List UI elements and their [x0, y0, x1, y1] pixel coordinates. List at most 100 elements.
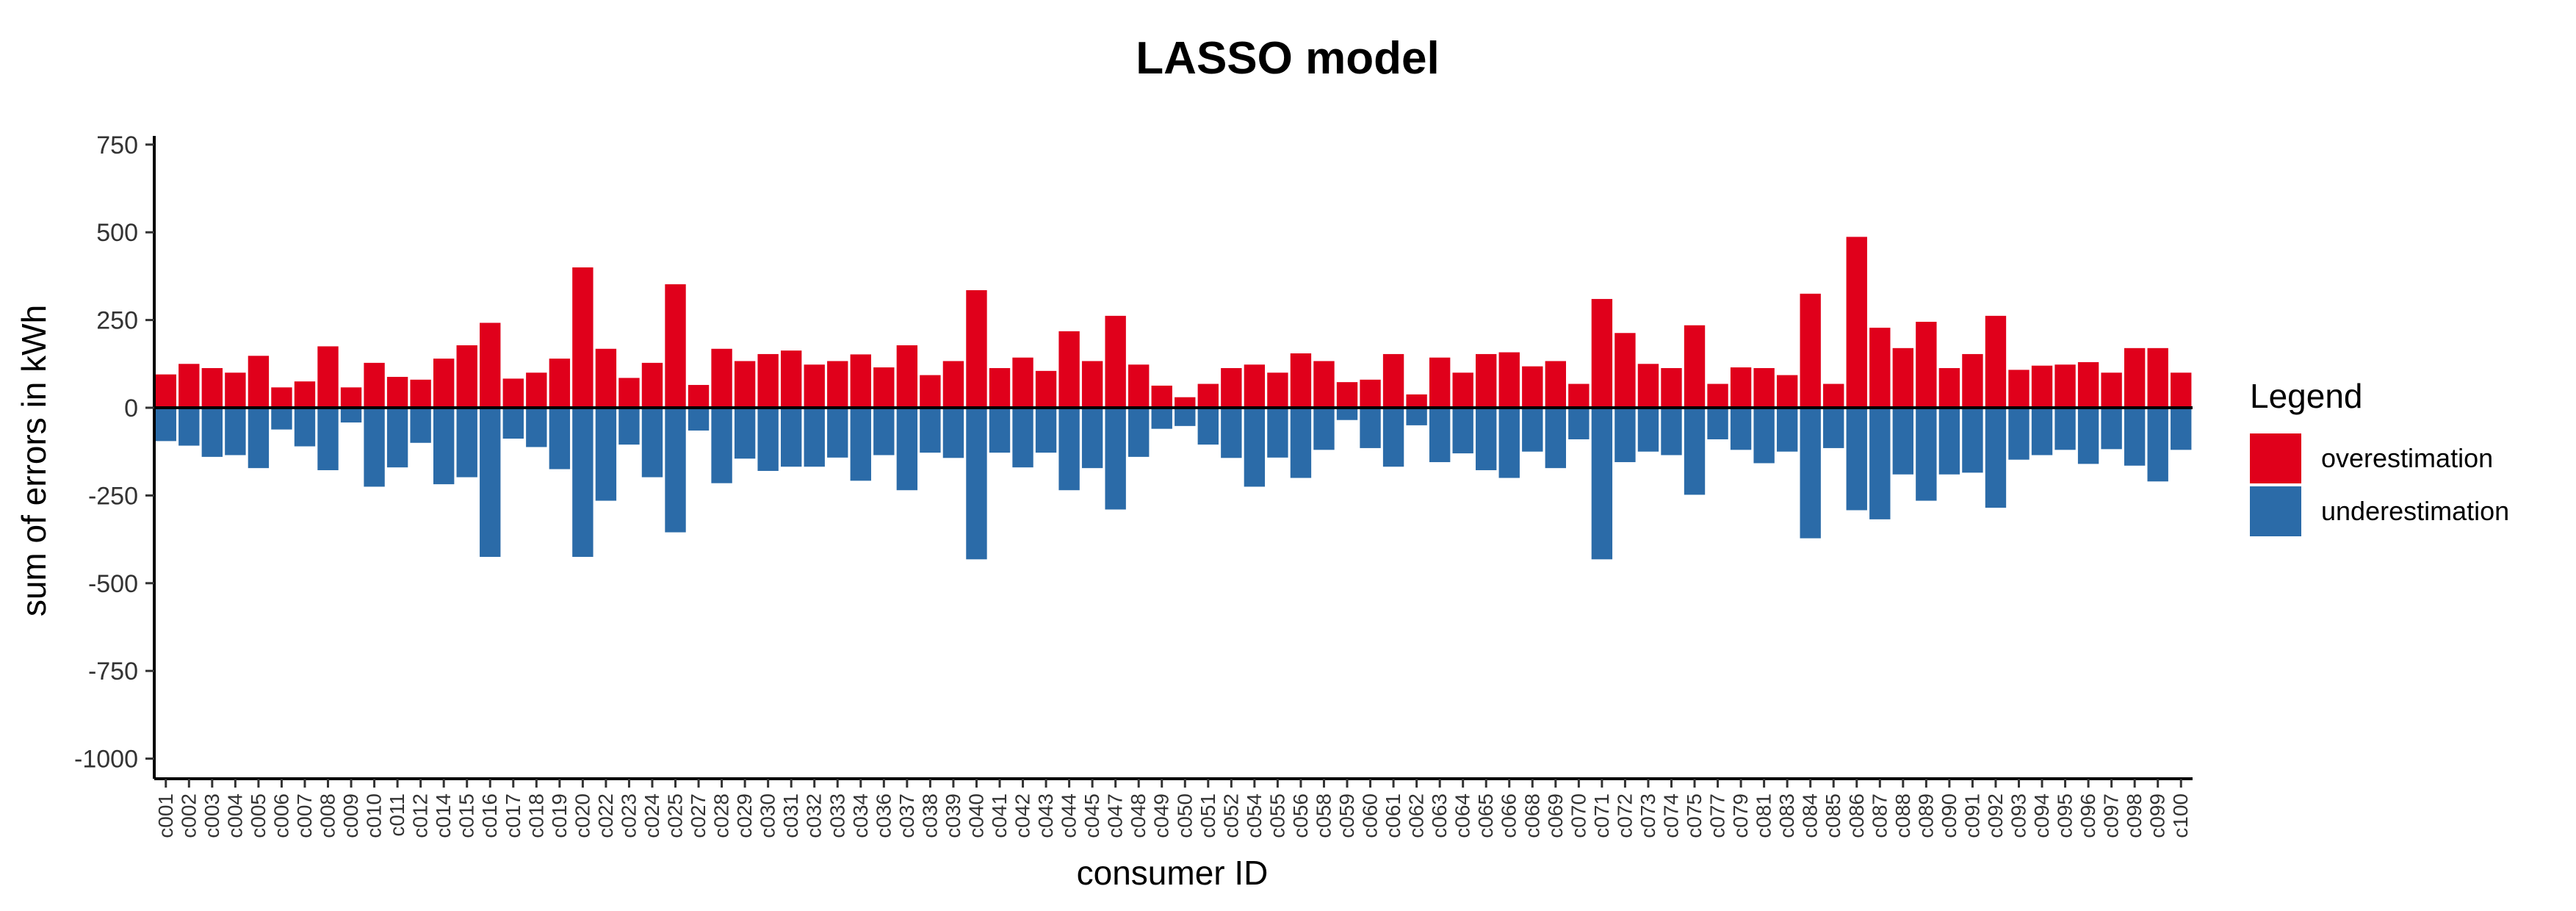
x-tick-label: c085 [1822, 793, 1844, 838]
bar-underestimation-c085 [1823, 408, 1844, 448]
bar-overestimation-c025 [665, 284, 686, 408]
bar-overestimation-c081 [1753, 368, 1775, 408]
x-tick-label: c027 [687, 793, 710, 838]
x-tick-label: c008 [317, 793, 339, 838]
bar-underestimation-c072 [1614, 408, 1636, 463]
bar-underestimation-c069 [1545, 408, 1566, 469]
bar-overestimation-c041 [989, 368, 1011, 408]
bar-underestimation-c056 [1290, 408, 1312, 478]
x-tick-label: c043 [1034, 793, 1057, 838]
bar-overestimation-c006 [271, 387, 292, 408]
bar-overestimation-c049 [1151, 385, 1172, 408]
bar-underestimation-c016 [480, 408, 501, 557]
bar-overestimation-c069 [1545, 361, 1566, 408]
bar-overestimation-c084 [1800, 293, 1821, 408]
bar-overestimation-c047 [1105, 315, 1126, 408]
x-tick-label: c074 [1659, 793, 1682, 838]
bar-underestimation-c087 [1869, 408, 1891, 519]
x-tick-label: c056 [1289, 793, 1312, 838]
x-tick-label: c094 [2030, 793, 2053, 838]
bar-underestimation-c060 [1360, 408, 1381, 448]
bar-overestimation-c030 [757, 353, 779, 408]
bar-overestimation-c032 [804, 364, 825, 408]
bar-overestimation-c028 [711, 348, 732, 408]
x-tick-label: c034 [849, 793, 872, 838]
bar-underestimation-c098 [2124, 408, 2146, 466]
legend: Legend overestimation underestimation [2250, 377, 2509, 536]
bar-underestimation-c018 [526, 408, 547, 447]
bar-underestimation-c100 [2171, 408, 2192, 450]
bar-overestimation-c034 [850, 354, 871, 408]
x-axis-title: consumer ID [1077, 854, 1269, 892]
bar-overestimation-c039 [942, 361, 964, 408]
x-tick-label: c073 [1637, 793, 1659, 838]
bar-underestimation-c008 [317, 408, 339, 471]
bar-overestimation-c029 [734, 361, 756, 408]
bar-overestimation-c038 [920, 375, 941, 408]
bar-overestimation-c073 [1637, 364, 1659, 408]
bar-overestimation-c055 [1267, 372, 1288, 408]
bar-underestimation-c071 [1591, 408, 1613, 560]
x-tick-label: c084 [1799, 793, 1822, 838]
bar-overestimation-c011 [386, 376, 408, 408]
bar-underestimation-c023 [618, 408, 640, 445]
x-tick-label: c077 [1706, 793, 1729, 838]
bar-overestimation-c056 [1290, 353, 1312, 408]
x-tick-label: c063 [1428, 793, 1451, 838]
bar-underestimation-c019 [549, 408, 571, 469]
x-tick-label: c042 [1011, 793, 1034, 838]
bar-underestimation-c064 [1452, 408, 1473, 454]
x-tick-label: c039 [942, 793, 964, 838]
bar-underestimation-c096 [2077, 408, 2099, 464]
x-tick-label: c030 [757, 793, 779, 838]
bar-overestimation-c005 [248, 356, 270, 408]
x-tick-label: c032 [803, 793, 826, 838]
bar-underestimation-c089 [1916, 408, 1937, 501]
bar-overestimation-c100 [2171, 372, 2192, 408]
bar-underestimation-c032 [804, 408, 825, 467]
bar-overestimation-c061 [1382, 353, 1404, 408]
bar-underestimation-c048 [1128, 408, 1150, 457]
bar-overestimation-c017 [502, 378, 524, 408]
x-tick-label: c049 [1150, 793, 1173, 838]
bar-underestimation-c063 [1429, 408, 1451, 463]
bar-underestimation-c022 [595, 408, 617, 501]
bar-overestimation-c050 [1175, 397, 1196, 408]
bar-overestimation-c048 [1128, 364, 1150, 408]
x-tick-label: c071 [1590, 793, 1613, 838]
bar-underestimation-c058 [1313, 408, 1335, 450]
y-tick-label: -250 [88, 482, 138, 510]
bar-overestimation-c007 [294, 381, 316, 408]
x-tick-label: c093 [2007, 793, 2030, 838]
x-tick-label: c018 [524, 793, 547, 838]
x-tick-label: c100 [2169, 793, 2192, 838]
x-tick-label: c019 [548, 793, 571, 838]
x-tick-label: c064 [1451, 793, 1474, 838]
bar-overestimation-c036 [873, 367, 895, 408]
bar-underestimation-c025 [665, 408, 686, 533]
bar-underestimation-c081 [1753, 408, 1775, 464]
bar-underestimation-c007 [294, 408, 316, 447]
bar-overestimation-c022 [595, 348, 617, 408]
bar-overestimation-c089 [1916, 321, 1937, 408]
bar-overestimation-c066 [1498, 352, 1520, 408]
bar-overestimation-c033 [827, 361, 848, 408]
bar-overestimation-c063 [1429, 357, 1451, 408]
bar-overestimation-c042 [1012, 357, 1033, 408]
chart-title: LASSO model [1136, 33, 1439, 84]
x-tick-label: c072 [1613, 793, 1636, 838]
x-tick-label: c054 [1243, 793, 1266, 838]
bar-overestimation-c051 [1197, 384, 1219, 408]
bar-underestimation-c033 [827, 408, 848, 458]
bar-overestimation-c072 [1614, 333, 1636, 408]
x-tick-label: c044 [1058, 793, 1080, 838]
bar-underestimation-c074 [1661, 408, 1682, 455]
bar-underestimation-c068 [1522, 408, 1543, 452]
bar-overestimation-c003 [201, 368, 223, 408]
bar-overestimation-c024 [641, 362, 663, 408]
bar-underestimation-c049 [1151, 408, 1172, 429]
y-tick-label: -500 [88, 570, 138, 598]
x-tick-label: c095 [2054, 793, 2077, 838]
bar-overestimation-c070 [1568, 384, 1590, 408]
x-tick-label: c033 [826, 793, 848, 838]
